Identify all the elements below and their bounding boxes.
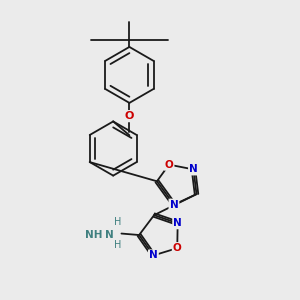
Text: NH: NH	[85, 230, 102, 240]
Text: O: O	[125, 111, 134, 121]
Text: H: H	[114, 218, 122, 227]
Text: O: O	[173, 243, 182, 253]
Text: O: O	[165, 160, 173, 170]
Text: N: N	[105, 230, 114, 240]
Text: N: N	[173, 218, 182, 228]
Text: N: N	[189, 164, 198, 174]
Text: N: N	[149, 250, 158, 260]
Text: H: H	[114, 240, 122, 250]
Text: N: N	[169, 200, 178, 210]
